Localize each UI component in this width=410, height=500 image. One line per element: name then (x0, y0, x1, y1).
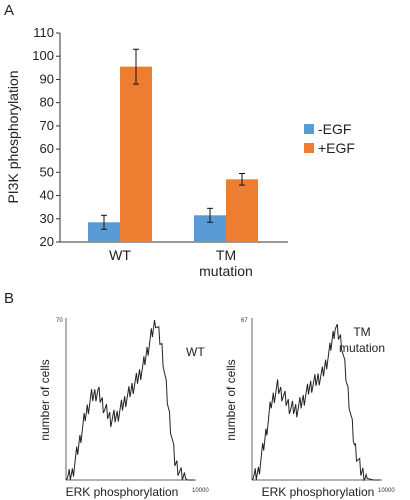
panel-letter-a: A (4, 2, 14, 19)
hist-tm-line (251, 323, 380, 482)
bar (120, 66, 152, 242)
bar (226, 179, 258, 242)
bar-y-tick-label: 60 (40, 141, 54, 156)
bar-y-tick-label: 110 (33, 25, 54, 40)
hist-tm-y-max-label: 67 (241, 318, 248, 324)
hist-wt-title: WT (186, 345, 205, 359)
hist-wt-x-axis-label: ERK phosphorylation (66, 485, 179, 499)
hist-wt-y-max-label: 70 (56, 318, 63, 324)
bar-y-tick-label: 30 (40, 211, 54, 226)
legend-label: +EGF (318, 140, 355, 156)
hist-wt-y-axis-label: number of cells (38, 359, 52, 440)
legend-label: -EGF (318, 121, 351, 137)
hist-tm-x-max-label: 10000 (378, 488, 395, 494)
bar-y-tick-label: 20 (40, 234, 54, 249)
bar-y-tick-label: 100 (32, 48, 54, 63)
histogram-tm: 67 10000 number of cells ERK phosphoryla… (224, 318, 395, 499)
bar-category-label: WT (109, 247, 131, 263)
bar-y-axis-label: PI3K phosphorylation (5, 70, 21, 203)
legend-swatch (304, 143, 314, 153)
bar-y-tick-label: 50 (40, 164, 54, 179)
bar-chart: PI3K phosphorylation 20 30 40 50 60 70 80 90 100… (5, 25, 355, 279)
bar (88, 222, 120, 242)
bar-category-label: TM mutation (199, 247, 253, 279)
bar-y-tick-label: 70 (40, 118, 54, 133)
panel-letter-b: B (4, 290, 14, 307)
hist-tm-x-axis-label: ERK phosphorylation (262, 485, 375, 499)
hist-tm-title: TM mutation (339, 325, 385, 355)
hist-tm-y-axis-label: number of cells (224, 359, 238, 440)
bar-y-tick-label: 80 (40, 95, 54, 110)
histogram-wt: 70 10000 number of cells ERK phosphoryla… (38, 318, 209, 499)
bar-y-tick-label: 40 (40, 188, 54, 203)
hist-wt-line (65, 319, 194, 481)
bar-y-tick-label: 90 (40, 71, 54, 86)
legend-swatch (304, 124, 314, 134)
hist-wt-x-max-label: 10000 (192, 488, 209, 494)
